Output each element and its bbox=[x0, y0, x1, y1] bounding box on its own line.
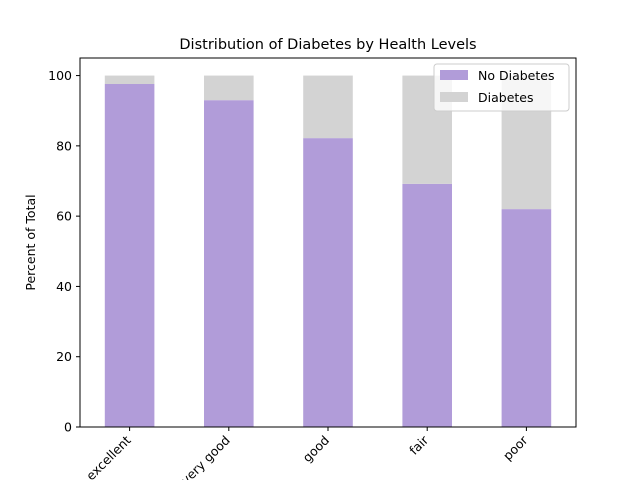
y-tick-label: 0 bbox=[64, 420, 72, 435]
bar-no-diabetes-very-good bbox=[204, 100, 254, 428]
y-tick-label: 80 bbox=[56, 138, 72, 153]
legend-swatch bbox=[440, 92, 468, 102]
bar-no-diabetes-good bbox=[303, 138, 353, 427]
chart-title: Distribution of Diabetes by Health Level… bbox=[179, 37, 476, 53]
x-tick-label: poor bbox=[500, 432, 531, 463]
y-axis: 0 20 40 60 80 100 bbox=[48, 68, 80, 435]
x-tick-label: excellent bbox=[83, 432, 134, 480]
bar-diabetes-good bbox=[303, 75, 353, 139]
y-tick-label: 100 bbox=[48, 68, 72, 83]
bar-no-diabetes-fair bbox=[402, 183, 452, 427]
bar-diabetes-excellent bbox=[104, 75, 155, 85]
bar-diabetes-very-good bbox=[204, 75, 254, 101]
y-tick-label: 40 bbox=[56, 279, 72, 294]
bar-no-diabetes-poor bbox=[501, 209, 552, 427]
bar-no-diabetes-excellent bbox=[104, 84, 155, 428]
y-tick-label: 20 bbox=[56, 349, 72, 364]
x-tick-label: very good bbox=[178, 433, 233, 480]
x-tick-label: fair bbox=[406, 432, 432, 458]
y-tick-label: 60 bbox=[56, 209, 72, 224]
y-axis-label: Percent of Total bbox=[23, 194, 38, 290]
bars-layer bbox=[104, 75, 552, 428]
x-axis: excellent very good good fair poor bbox=[83, 427, 531, 480]
legend-swatch bbox=[440, 70, 468, 80]
legend-label: No Diabetes bbox=[478, 68, 554, 83]
x-tick-label: good bbox=[299, 433, 332, 466]
legend-label: Diabetes bbox=[478, 90, 534, 105]
legend: No Diabetes Diabetes bbox=[433, 63, 570, 112]
